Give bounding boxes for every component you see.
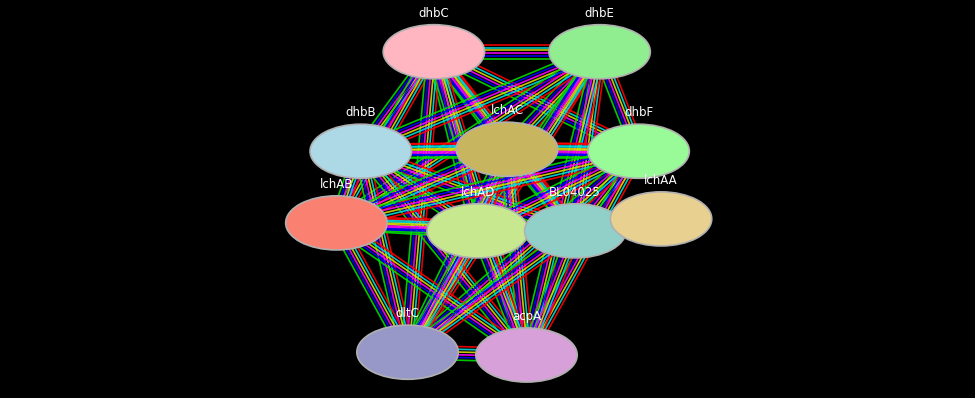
Text: lchAA: lchAA bbox=[644, 174, 678, 187]
Ellipse shape bbox=[456, 122, 558, 176]
Text: dhbB: dhbB bbox=[345, 106, 376, 119]
Ellipse shape bbox=[427, 204, 528, 258]
Text: dhbF: dhbF bbox=[624, 106, 653, 119]
Ellipse shape bbox=[357, 325, 458, 379]
Ellipse shape bbox=[525, 204, 626, 258]
Text: dltC: dltC bbox=[396, 307, 419, 320]
Text: lchAB: lchAB bbox=[320, 178, 353, 191]
Ellipse shape bbox=[588, 124, 689, 178]
Ellipse shape bbox=[310, 124, 411, 178]
Text: dhbE: dhbE bbox=[585, 7, 614, 20]
Text: lchAD: lchAD bbox=[460, 186, 495, 199]
Ellipse shape bbox=[383, 25, 485, 79]
Text: BL04025: BL04025 bbox=[549, 186, 602, 199]
Text: dhbC: dhbC bbox=[418, 7, 449, 20]
Ellipse shape bbox=[549, 25, 650, 79]
Text: lchAC: lchAC bbox=[490, 104, 524, 117]
Text: acpA: acpA bbox=[512, 310, 541, 323]
Ellipse shape bbox=[610, 192, 712, 246]
Ellipse shape bbox=[476, 328, 577, 382]
Ellipse shape bbox=[286, 196, 387, 250]
